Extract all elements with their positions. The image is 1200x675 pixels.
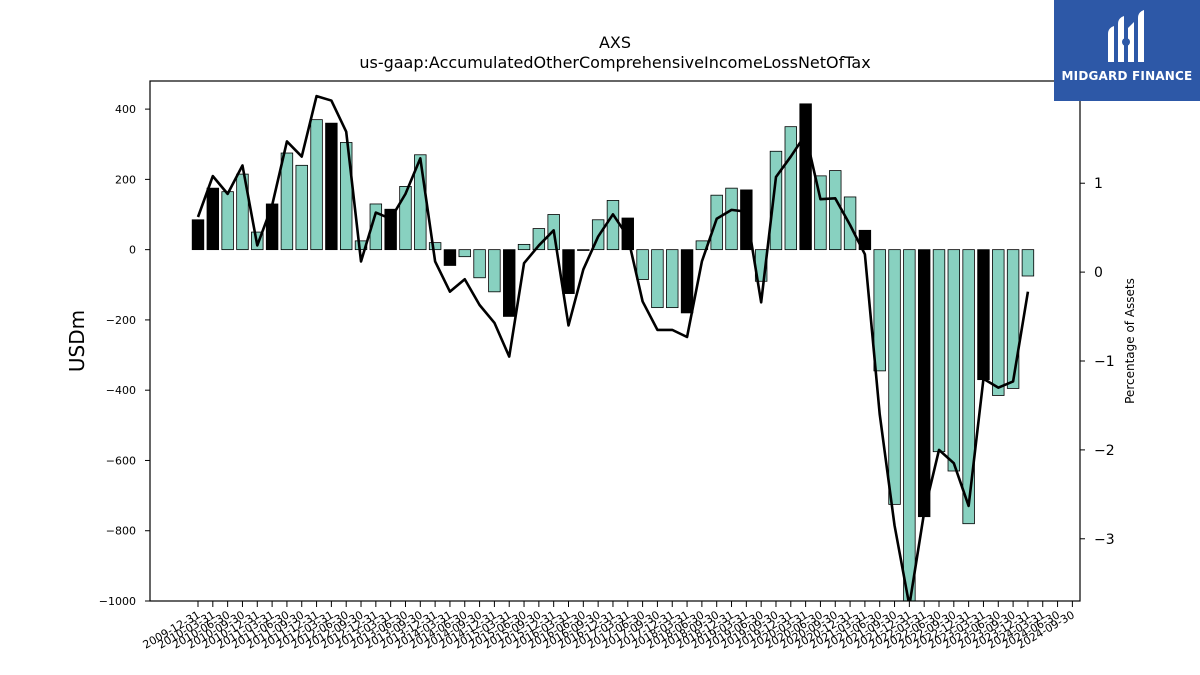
line-group bbox=[196, 94, 1030, 601]
bar bbox=[428, 242, 442, 251]
bar bbox=[740, 189, 753, 251]
bar bbox=[814, 175, 827, 251]
bar bbox=[680, 249, 694, 314]
chart-subtitle: us-gaap:AccumulatedOtherComprehensiveInc… bbox=[359, 53, 870, 72]
y-tick-label: 0 bbox=[129, 244, 136, 257]
y-tick-label: −200 bbox=[106, 314, 136, 327]
bar bbox=[784, 126, 798, 251]
y2-tick-label: −2 bbox=[1094, 443, 1115, 459]
bar bbox=[265, 203, 279, 251]
y-tick-label: −800 bbox=[106, 525, 136, 538]
y2-tick-label: −3 bbox=[1094, 532, 1115, 548]
bar bbox=[295, 164, 308, 251]
plot-frame bbox=[149, 80, 1081, 602]
y-axis: −1000 −800 −600 −400 −200 0 200 400 bbox=[99, 103, 150, 608]
brand-logo: MIDGARD FINANCE bbox=[1054, 0, 1200, 101]
bar bbox=[325, 122, 338, 251]
y-tick-label: −400 bbox=[106, 384, 136, 397]
bar bbox=[280, 152, 294, 251]
bar bbox=[1006, 249, 1020, 389]
bar bbox=[769, 150, 783, 251]
bar bbox=[666, 249, 679, 309]
bar bbox=[503, 249, 516, 317]
bar bbox=[977, 249, 990, 381]
bar bbox=[873, 249, 886, 372]
y2-axis-label: Percentage of Assets bbox=[1123, 278, 1137, 404]
bar bbox=[517, 243, 531, 251]
y-axis-label: USDm bbox=[65, 310, 89, 372]
bar bbox=[888, 249, 901, 505]
bar bbox=[829, 170, 842, 251]
logo-text: MIDGARD FINANCE bbox=[1061, 69, 1193, 83]
bar bbox=[799, 103, 812, 251]
bar bbox=[606, 200, 620, 251]
bar bbox=[458, 249, 471, 258]
bar bbox=[236, 173, 249, 251]
bar bbox=[473, 249, 486, 279]
y-tick-label: −1000 bbox=[99, 595, 136, 608]
bar bbox=[917, 249, 931, 518]
y2-tick-label: −1 bbox=[1094, 354, 1115, 370]
bar bbox=[621, 217, 634, 251]
bar bbox=[947, 249, 961, 472]
x-axis: 2009-12-312010-03-312010-06-302010-09-30… bbox=[141, 601, 1077, 652]
bar bbox=[636, 249, 649, 280]
bar bbox=[992, 249, 1005, 396]
bar bbox=[962, 249, 975, 525]
bar bbox=[369, 203, 383, 251]
bar bbox=[1021, 249, 1035, 277]
bar bbox=[932, 249, 946, 453]
midgard-logo-icon bbox=[1108, 10, 1144, 62]
bar bbox=[191, 219, 205, 251]
series-line bbox=[196, 94, 1030, 601]
bar bbox=[443, 249, 457, 266]
bar bbox=[221, 191, 234, 251]
y-tick-label: −600 bbox=[106, 454, 136, 467]
bar bbox=[725, 187, 738, 251]
bar bbox=[399, 186, 412, 251]
y-tick-label: 400 bbox=[115, 103, 136, 116]
bars-group bbox=[191, 103, 1035, 602]
bar bbox=[903, 249, 916, 602]
bar bbox=[562, 249, 575, 294]
y2-tick-label: 1 bbox=[1094, 176, 1103, 192]
chart-title: AXS bbox=[599, 33, 631, 52]
bar bbox=[651, 249, 664, 309]
bar bbox=[384, 208, 397, 251]
bar bbox=[488, 249, 501, 293]
bar bbox=[577, 249, 590, 251]
bar bbox=[310, 119, 323, 251]
y2-tick-label: 0 bbox=[1094, 265, 1103, 281]
bar bbox=[206, 187, 220, 251]
y-tick-label: 200 bbox=[115, 173, 136, 186]
